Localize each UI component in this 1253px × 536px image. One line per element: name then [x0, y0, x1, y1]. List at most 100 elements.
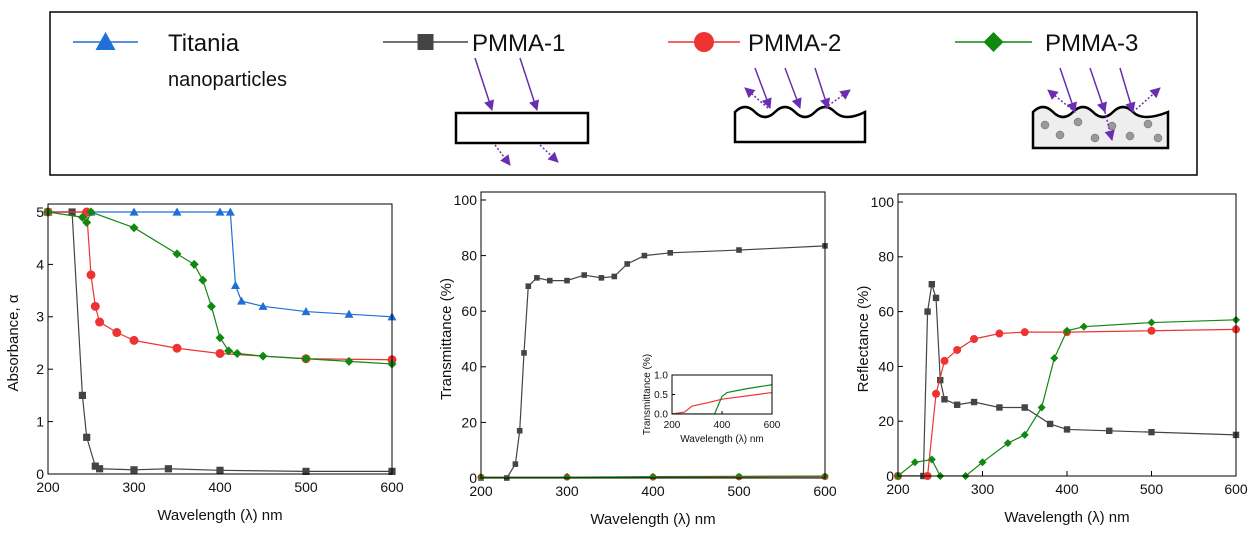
legend-label: PMMA-2	[748, 30, 841, 57]
diagrams	[454, 57, 1170, 166]
chart: 200 300 400 500 600 0 20 40 60 80 100 Reflectance (…	[855, 193, 1248, 526]
y-axis-label: Transmittance (%)	[438, 278, 455, 400]
series-line	[48, 211, 392, 365]
data-point	[978, 458, 987, 467]
data-point	[1046, 420, 1054, 428]
data-point	[970, 335, 979, 343]
data-point	[534, 275, 540, 281]
x-tick-label: 300	[971, 481, 995, 497]
x-tick-label: 400	[641, 483, 665, 499]
legend-sublabel: nanoparticles	[168, 69, 287, 91]
y-tick-label: 0	[886, 468, 894, 484]
x-axis-label: Wavelength (λ) nm	[157, 507, 282, 524]
plot-frame	[897, 193, 1237, 477]
data-point	[1063, 326, 1071, 335]
data-point	[77, 212, 87, 222]
data-point	[910, 458, 919, 467]
series-line	[481, 245, 825, 478]
y-tick-label: 1.0	[654, 371, 668, 382]
data-point	[225, 207, 235, 216]
data-point	[996, 404, 1003, 411]
data-point	[928, 281, 935, 288]
legend-label: PMMA-1	[472, 30, 565, 57]
y-tick-label: 60	[878, 304, 894, 320]
data-point	[1020, 430, 1029, 439]
data-point	[344, 356, 354, 366]
data-point	[215, 348, 225, 358]
x-tick-label: 300	[122, 479, 146, 495]
x-axis-label: Wavelength (λ) nm	[590, 511, 715, 528]
x-tick-label: 200	[886, 481, 910, 497]
data-point	[164, 465, 172, 473]
legend-marker	[417, 34, 434, 50]
y-tick-label: 0.0	[654, 410, 668, 421]
data-point	[563, 473, 571, 481]
x-tick-label: 400	[1055, 481, 1079, 497]
x-tick-label: 200	[36, 479, 60, 495]
data-point	[230, 280, 240, 289]
data-point	[95, 317, 105, 327]
data-point	[172, 249, 182, 259]
x-tick-label: 500	[1140, 481, 1164, 497]
data-point	[1003, 439, 1012, 448]
data-point	[927, 455, 936, 464]
data-point	[172, 207, 182, 216]
x-tick-label: 200	[469, 483, 493, 499]
data-point	[258, 351, 268, 361]
y-tick-label: 100	[871, 194, 895, 210]
y-tick-label: 0	[36, 466, 44, 482]
x-axis-label: Wavelength (λ) nm	[680, 434, 764, 445]
data-point	[512, 461, 519, 467]
chart: 200 300 400 500 600 0 1 2 3 4 5 Absorbance, α Wavele…	[5, 203, 404, 524]
data-point	[206, 301, 216, 311]
data-point	[940, 356, 949, 365]
y-tick-label: 4	[36, 256, 44, 272]
data-point	[83, 433, 91, 441]
legend-marker	[694, 32, 714, 52]
data-point	[641, 252, 648, 259]
data-point	[667, 250, 673, 256]
data-point	[86, 270, 96, 280]
data-point	[970, 398, 978, 406]
x-tick-label: 400	[208, 479, 232, 495]
data-point	[302, 467, 310, 475]
data-point	[1147, 326, 1156, 335]
y-tick-label: 80	[461, 248, 477, 264]
data-point	[344, 309, 354, 318]
data-point	[932, 294, 940, 302]
data-point	[90, 301, 100, 311]
series-line	[672, 384, 772, 414]
data-point	[215, 333, 225, 343]
series-line	[898, 284, 1236, 476]
chart: 200 300 400 500 600 0 20 40 60 80 100 Transmittance…	[438, 191, 837, 528]
data-point	[995, 329, 1004, 338]
series-line	[48, 211, 392, 318]
data-point	[736, 247, 742, 253]
data-point	[215, 207, 225, 216]
data-point	[581, 272, 587, 278]
data-point	[624, 261, 630, 267]
data-point	[611, 273, 618, 280]
data-point	[301, 307, 311, 316]
data-point	[129, 207, 139, 216]
x-axis-label: Wavelength (λ) nm	[1004, 509, 1129, 526]
legend-marker	[983, 32, 1004, 52]
data-point	[564, 277, 570, 284]
x-tick-label: 600	[1224, 481, 1248, 497]
x-tick-label: 600	[764, 420, 781, 431]
x-tick-label: 500	[727, 483, 751, 499]
y-tick-label: 100	[454, 192, 478, 208]
legend-label: PMMA-3	[1045, 30, 1138, 57]
data-point	[598, 275, 605, 281]
legend-marker	[95, 32, 116, 50]
data-point	[216, 466, 224, 474]
data-point	[953, 345, 962, 354]
data-point	[258, 301, 268, 310]
data-point	[516, 427, 523, 434]
data-point	[924, 308, 931, 315]
y-tick-label: 0	[469, 470, 477, 486]
data-point	[224, 346, 234, 356]
data-point	[189, 259, 199, 269]
plot-frame	[671, 374, 773, 415]
